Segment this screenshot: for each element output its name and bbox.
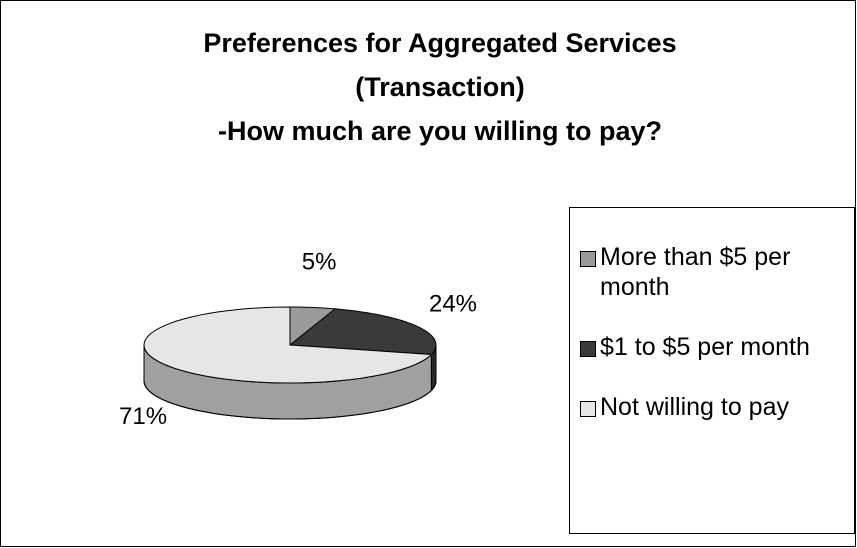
slice bbox=[143, 306, 433, 384]
legend-swatch bbox=[580, 251, 596, 267]
legend-entry: More than $5 per month bbox=[580, 242, 846, 302]
legend-label: More than $5 per month bbox=[600, 243, 791, 301]
pie: 5% 24% 71% bbox=[119, 248, 477, 429]
legend: More than $5 per month $1 to $5 per month… bbox=[569, 207, 855, 534]
slice bbox=[288, 308, 437, 355]
legend-swatch bbox=[580, 401, 596, 417]
legend-label: Not willing to pay bbox=[600, 393, 789, 421]
data-label: 71% bbox=[119, 403, 167, 430]
title-group: Preferences for Aggregated Services (Tran… bbox=[203, 28, 676, 146]
legend-entry: $1 to $5 per month bbox=[580, 332, 846, 362]
legend-label: $1 to $5 per month bbox=[600, 333, 810, 361]
data-label: 5% bbox=[302, 248, 337, 275]
chart-title: -How much are you willing to pay? bbox=[218, 116, 662, 146]
chart-title: (Transaction) bbox=[355, 72, 525, 102]
data-label: 24% bbox=[429, 290, 477, 317]
legend-entry: Not willing to pay bbox=[580, 392, 846, 422]
chart-title: Preferences for Aggregated Services bbox=[203, 28, 676, 58]
legend-swatch bbox=[580, 341, 596, 357]
